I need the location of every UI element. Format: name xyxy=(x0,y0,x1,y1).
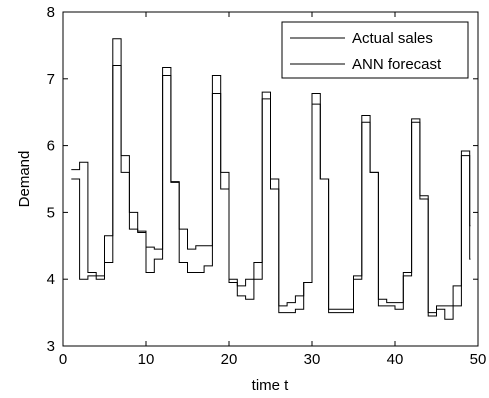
x-tick-label: 40 xyxy=(387,351,404,368)
x-tick-label: 20 xyxy=(221,351,238,368)
y-tick-label: 5 xyxy=(47,204,55,221)
x-axis-label: time t xyxy=(252,377,290,394)
legend: Actual sales ANN forecast xyxy=(281,21,469,79)
y-tick-label: 3 xyxy=(47,338,55,355)
legend-label-forecast: ANN forecast xyxy=(352,56,442,73)
legend-box xyxy=(281,21,469,79)
legend-label-actual: Actual sales xyxy=(352,30,433,47)
y-axis-label: Demand xyxy=(16,151,33,208)
y-tick-label: 7 xyxy=(47,71,55,88)
x-tick-label: 50 xyxy=(470,351,487,368)
x-tick-label: 30 xyxy=(304,351,321,368)
y-tick-label: 4 xyxy=(47,271,55,288)
series-layer xyxy=(71,38,471,320)
ticks-layer: 0 10 20 30 40 50 3 4 5 6 7 8 xyxy=(47,4,487,368)
series-ann-forecast xyxy=(71,64,471,320)
plot-frame xyxy=(62,11,479,347)
y-tick-label: 8 xyxy=(47,4,55,21)
x-tick-label: 0 xyxy=(59,351,67,368)
x-tick-label: 10 xyxy=(138,351,155,368)
y-tick-label: 6 xyxy=(47,138,55,155)
